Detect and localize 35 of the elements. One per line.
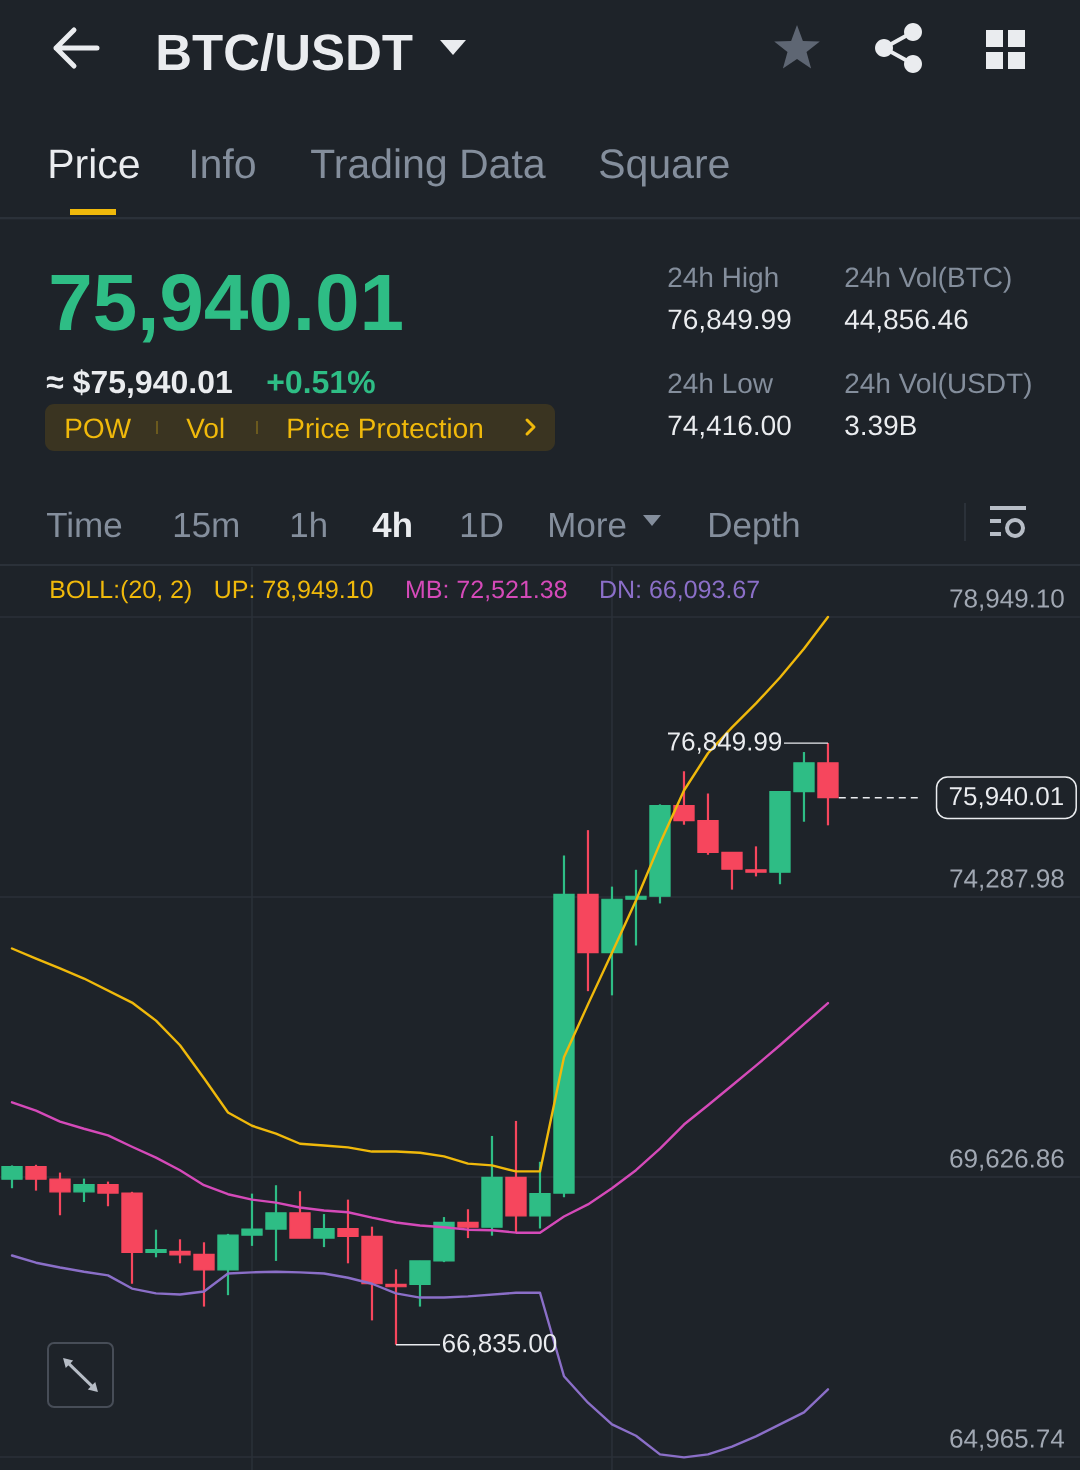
text: Time bbox=[46, 511, 122, 538]
text: 24h Vol(USDT) bbox=[845, 372, 1031, 399]
text: More bbox=[550, 512, 626, 538]
text: 75,940.01 bbox=[51, 274, 402, 343]
y-tick-label: 69,626.86 bbox=[950, 1149, 1064, 1171]
text: Price Protection bbox=[288, 417, 482, 439]
ref-line-label: 75,940.01 bbox=[949, 786, 1063, 809]
text: 15m bbox=[174, 512, 238, 538]
text: 4h bbox=[372, 511, 411, 537]
chart-title: BTC/USDT bbox=[158, 33, 413, 71]
text: 1h bbox=[291, 511, 326, 537]
legend-title: BOLL:(20, 2) bbox=[51, 579, 191, 604]
text: Vol bbox=[186, 417, 224, 439]
text: +0.51% bbox=[267, 370, 375, 394]
text: 44,856.46 bbox=[844, 309, 968, 333]
y-tick-label: 74,287.98 bbox=[950, 869, 1064, 891]
text: 76,849.99 bbox=[668, 309, 791, 333]
text: Square bbox=[600, 149, 729, 187]
text: UP: 78,949.10 bbox=[215, 580, 373, 602]
text: 74,416.00 bbox=[668, 415, 791, 439]
y-tick-label: 78,949.10 bbox=[950, 589, 1064, 611]
text: 24h Low bbox=[668, 372, 774, 394]
text: Depth bbox=[710, 511, 799, 545]
text: MB: 72,521.38 bbox=[407, 580, 567, 602]
y-tick-label: 64,965.74 bbox=[950, 1429, 1064, 1451]
text: 3.39B bbox=[845, 415, 916, 436]
text: ≈ $75,940.01 bbox=[46, 369, 232, 398]
text: DN: 66,093.67 bbox=[601, 580, 759, 602]
text: Trading Data bbox=[311, 148, 546, 187]
text: 24h Vol(BTC) bbox=[845, 266, 1011, 293]
text: Info bbox=[191, 148, 255, 179]
text: 24h High bbox=[668, 266, 778, 293]
text: Price bbox=[50, 148, 139, 179]
text: 1D bbox=[461, 512, 503, 537]
text: POW bbox=[66, 418, 131, 439]
